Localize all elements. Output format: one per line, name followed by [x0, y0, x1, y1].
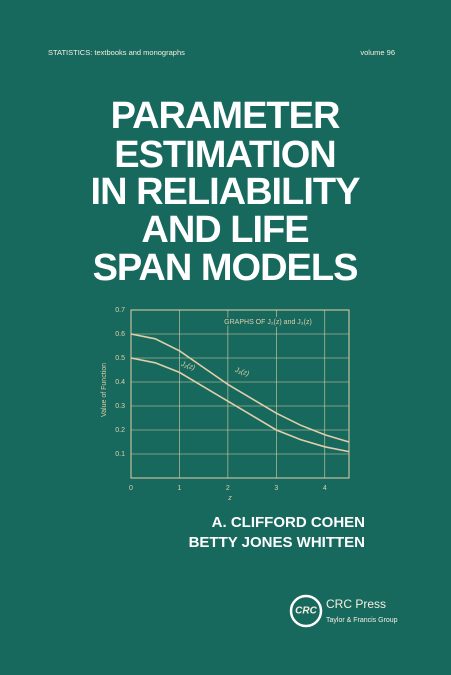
curve-label: J₂(z)	[179, 360, 196, 371]
y-tick-label: 0.5	[115, 355, 125, 362]
y-tick-label: 0.3	[115, 403, 125, 410]
author: BETTY JONES WHITTEN	[189, 534, 365, 551]
y-axis-label: Value of Function	[101, 363, 108, 417]
x-axis-label: z	[227, 495, 232, 502]
x-tick-label: 0	[129, 485, 133, 492]
chart: 0.1 0.2 0.3 0.4 0.5 0.6 0.7 0 1 2 3 4 GRAPHS OF J₂(z…	[101, 307, 350, 502]
author: A. CLIFFORD COHEN	[212, 514, 365, 531]
logo-ring	[289, 594, 323, 628]
volume: volume 96	[360, 48, 395, 57]
curve	[130, 357, 350, 453]
publisher-name: CRC Press	[326, 597, 386, 611]
x-tick-label: 4	[323, 485, 327, 492]
y-tick-label: 0.4	[115, 379, 125, 386]
title-line: AND LIFE	[141, 209, 308, 251]
x-tick-label: 1	[177, 485, 181, 492]
curve-label: J₃(z)	[233, 366, 250, 377]
series-name: STATISTICS: textbooks and monographs	[48, 48, 185, 57]
y-tick-label: 0.7	[115, 307, 125, 314]
title-line: IN RELIABILITY	[91, 171, 361, 213]
title-line: SPAN MODELS	[93, 247, 358, 289]
x-tick-label: 2	[226, 485, 230, 492]
curve	[130, 333, 350, 443]
y-tick-label: 0.2	[115, 427, 125, 434]
y-tick-label: 0.1	[115, 451, 125, 458]
chart-title: GRAPHS OF J₂(z) and J₃(z)	[224, 319, 312, 326]
title-line: ESTIMATION	[114, 134, 336, 176]
title-line: PARAMETER	[111, 95, 340, 137]
logo: CRC	[295, 606, 317, 617]
y-tick-label: 0.6	[115, 331, 125, 338]
publisher-group: Taylor & Francis Group	[326, 617, 398, 624]
x-tick-label: 3	[274, 485, 278, 492]
